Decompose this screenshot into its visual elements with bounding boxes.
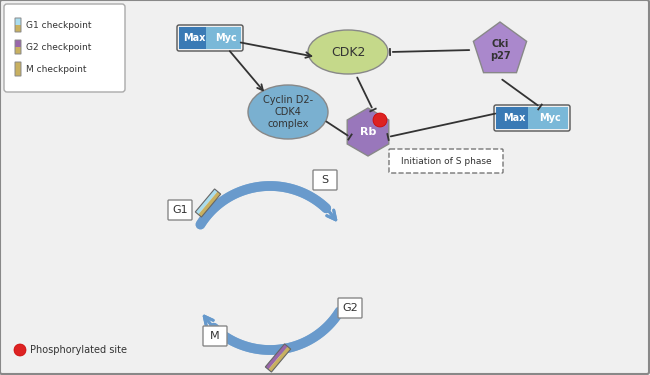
- Circle shape: [14, 344, 26, 356]
- Circle shape: [373, 113, 387, 127]
- Polygon shape: [195, 189, 218, 214]
- Polygon shape: [198, 192, 221, 217]
- FancyBboxPatch shape: [179, 27, 214, 49]
- Text: G2: G2: [342, 303, 358, 313]
- Text: Initiation of S phase: Initiation of S phase: [400, 156, 491, 165]
- Polygon shape: [473, 22, 526, 73]
- FancyBboxPatch shape: [15, 40, 21, 47]
- Text: Myc: Myc: [539, 113, 561, 123]
- Text: Max: Max: [183, 33, 205, 43]
- Ellipse shape: [248, 85, 328, 139]
- FancyBboxPatch shape: [15, 62, 21, 69]
- Text: Max: Max: [503, 113, 525, 123]
- Text: Cki
p27: Cki p27: [489, 39, 510, 61]
- FancyBboxPatch shape: [496, 107, 536, 129]
- FancyBboxPatch shape: [4, 4, 125, 92]
- FancyBboxPatch shape: [15, 47, 21, 54]
- Text: G1: G1: [172, 205, 188, 215]
- Text: CDK2: CDK2: [331, 45, 365, 58]
- Text: G1 checkpoint: G1 checkpoint: [26, 21, 92, 30]
- FancyBboxPatch shape: [15, 69, 21, 76]
- FancyBboxPatch shape: [313, 170, 337, 190]
- Text: Cyclin D2-
CDK4
complex: Cyclin D2- CDK4 complex: [263, 95, 313, 129]
- Text: Myc: Myc: [214, 33, 237, 43]
- FancyBboxPatch shape: [168, 200, 192, 220]
- FancyBboxPatch shape: [15, 25, 21, 32]
- Text: Rb: Rb: [360, 127, 376, 137]
- Polygon shape: [268, 346, 291, 372]
- Ellipse shape: [308, 30, 388, 74]
- Text: G2 checkpoint: G2 checkpoint: [26, 42, 92, 51]
- FancyBboxPatch shape: [206, 27, 241, 49]
- Polygon shape: [347, 108, 389, 156]
- FancyBboxPatch shape: [528, 107, 568, 129]
- Text: S: S: [322, 175, 328, 185]
- Text: M: M: [210, 331, 220, 341]
- Text: Phosphorylated site: Phosphorylated site: [30, 345, 127, 355]
- FancyBboxPatch shape: [389, 149, 503, 173]
- FancyBboxPatch shape: [15, 18, 21, 25]
- FancyBboxPatch shape: [203, 326, 227, 346]
- FancyBboxPatch shape: [338, 298, 362, 318]
- Polygon shape: [265, 344, 288, 369]
- Text: M checkpoint: M checkpoint: [26, 64, 86, 74]
